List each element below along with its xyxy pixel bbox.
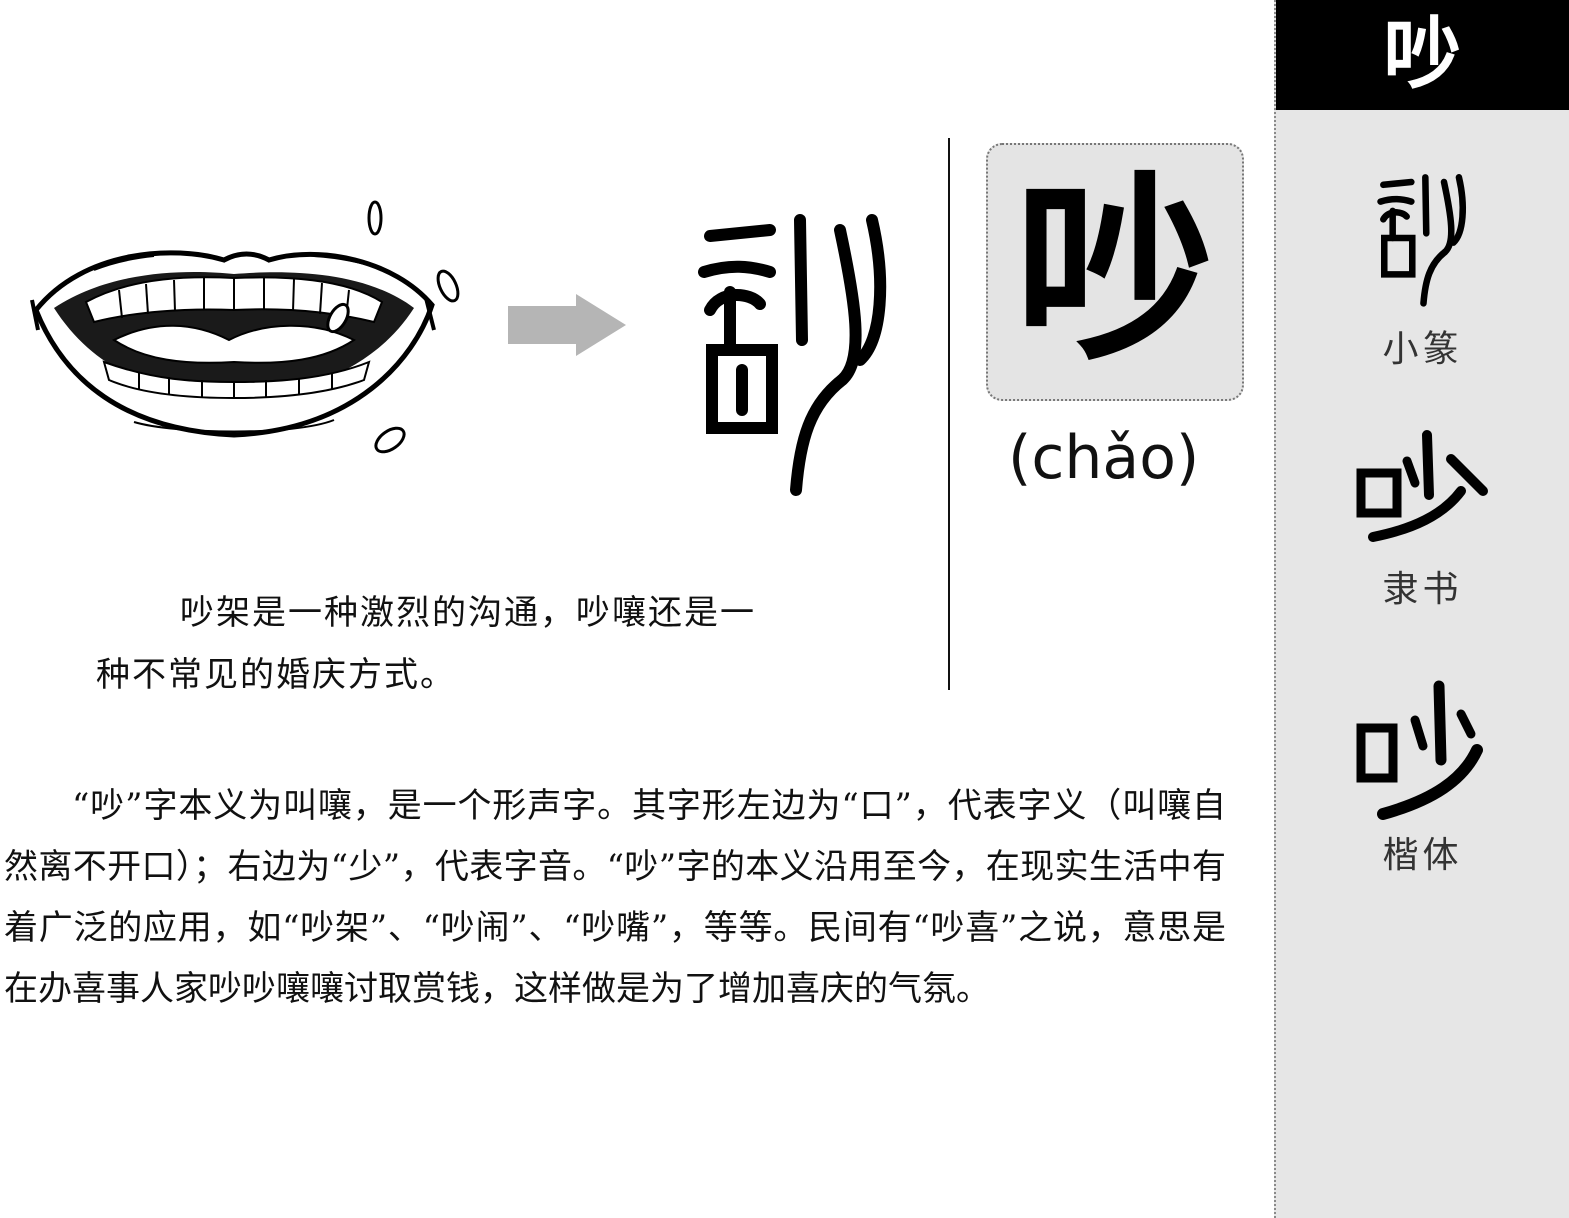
pinyin: (chǎo) bbox=[1008, 423, 1200, 493]
spit-droplets-icon bbox=[326, 200, 460, 454]
main-character: 吵 bbox=[1014, 154, 1215, 389]
style-label-seal: 小篆 bbox=[1382, 329, 1463, 370]
script-styles-sidebar: 吵 小篆 隶书 bbox=[1274, 0, 1569, 1218]
style-label-clerical: 隶书 bbox=[1382, 569, 1463, 610]
body-paragraph: “吵”字本义为叫嚷，是一个形声字。其字形左边为“口”，代表字义（叫嚷自然离不开口… bbox=[4, 786, 1226, 1009]
character-card: 吵 bbox=[986, 143, 1244, 401]
regular-script-chao-icon bbox=[1276, 680, 1569, 824]
caption: 吵架是一种激烈的沟通，吵嚷还是一 种不常见的婚庆方式。 bbox=[96, 582, 836, 706]
shouting-mouth-icon bbox=[24, 190, 464, 474]
main-content: 吵 (chǎo) 吵架是一种激烈的沟通，吵嚷还是一 种不常见的婚庆方式。 “吵”… bbox=[4, 138, 1244, 1009]
caption-line-1: 吵架是一种激烈的沟通，吵嚷还是一 bbox=[180, 593, 756, 633]
caption-line-2: 种不常见的婚庆方式。 bbox=[96, 655, 456, 695]
seal-script-chao-icon bbox=[1276, 168, 1569, 312]
sidebar-header: 吵 bbox=[1276, 0, 1569, 110]
right-arrow-icon bbox=[508, 294, 628, 360]
clerical-script-chao-icon bbox=[1276, 425, 1569, 549]
style-label-regular: 楷体 bbox=[1382, 835, 1463, 876]
vertical-divider bbox=[948, 138, 950, 690]
sidebar-header-char: 吵 bbox=[1383, 9, 1462, 100]
seal-script-chao-icon bbox=[690, 200, 900, 504]
